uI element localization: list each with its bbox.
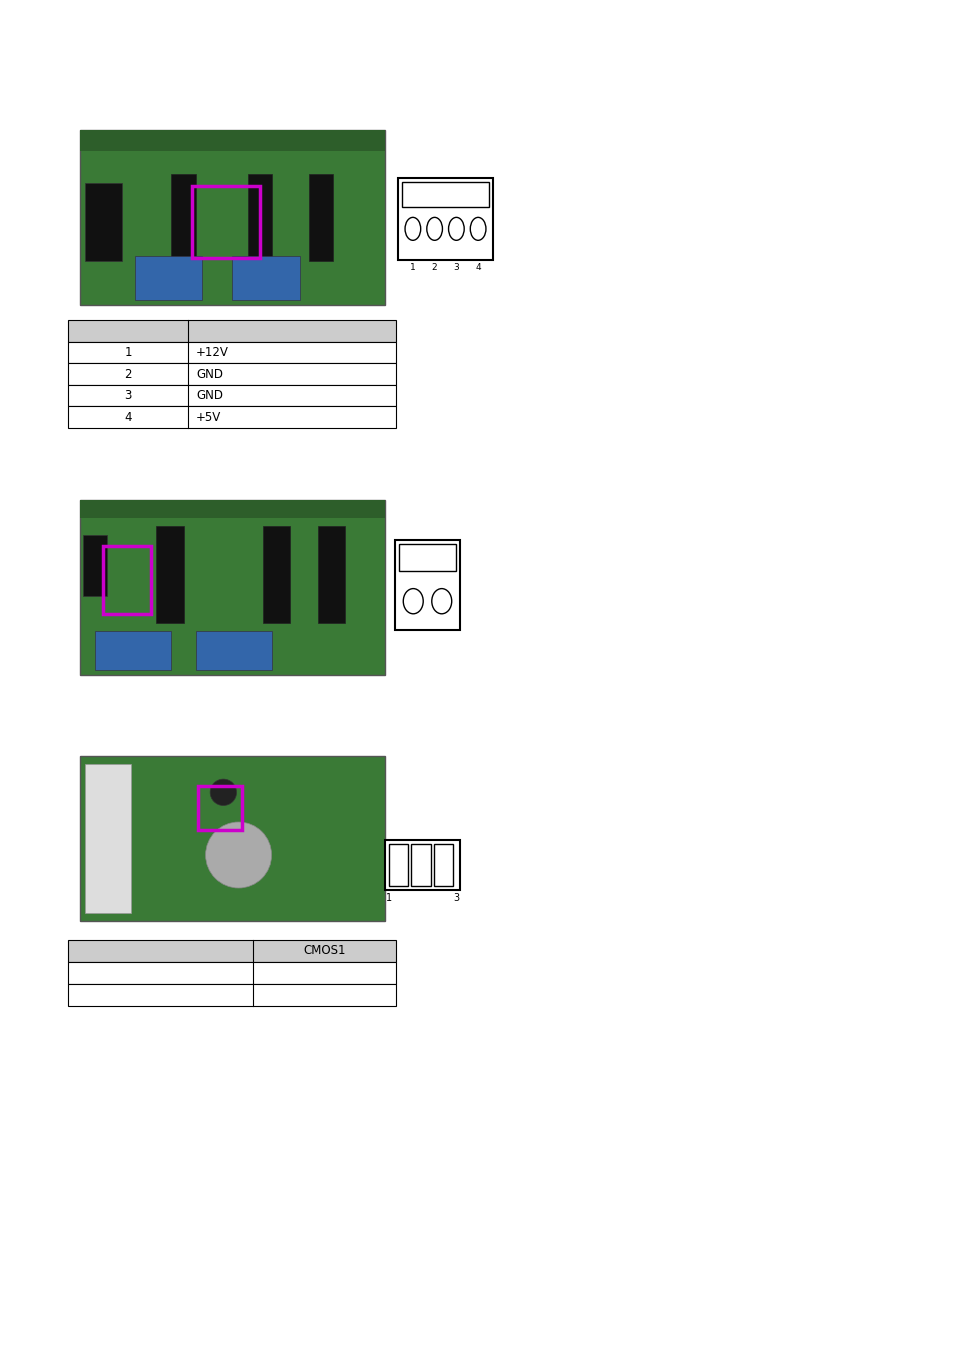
Bar xyxy=(263,526,290,622)
Circle shape xyxy=(206,822,272,888)
Text: +12V: +12V xyxy=(195,346,229,359)
Bar xyxy=(85,182,121,262)
Bar xyxy=(95,632,172,670)
Bar xyxy=(385,840,459,890)
Text: 1: 1 xyxy=(386,892,392,903)
Bar xyxy=(233,256,299,300)
Bar xyxy=(195,632,272,670)
Bar xyxy=(68,406,395,428)
Bar xyxy=(80,756,385,921)
Bar xyxy=(85,764,131,913)
Bar xyxy=(434,844,453,886)
Bar xyxy=(398,544,456,571)
Bar xyxy=(397,178,493,261)
Bar xyxy=(80,500,385,517)
Bar xyxy=(172,174,195,262)
Ellipse shape xyxy=(405,217,420,240)
Bar xyxy=(80,130,385,305)
Bar xyxy=(309,174,333,262)
Text: 3: 3 xyxy=(453,263,458,271)
Text: 2: 2 xyxy=(432,263,437,271)
Bar xyxy=(68,342,395,363)
Bar xyxy=(83,535,108,597)
Ellipse shape xyxy=(470,217,485,240)
Text: GND: GND xyxy=(195,367,223,381)
Ellipse shape xyxy=(426,217,442,240)
Bar xyxy=(68,963,395,984)
Text: 4: 4 xyxy=(475,263,480,271)
Text: 3: 3 xyxy=(124,389,132,402)
Bar xyxy=(68,385,395,406)
Bar xyxy=(389,844,408,886)
Text: +5V: +5V xyxy=(195,410,221,424)
Bar xyxy=(80,130,385,151)
Bar xyxy=(192,186,260,258)
Text: CMOS1: CMOS1 xyxy=(303,945,345,957)
Text: GND: GND xyxy=(195,389,223,402)
Bar xyxy=(68,940,395,963)
Bar xyxy=(68,363,395,385)
Bar xyxy=(317,526,345,622)
Bar xyxy=(198,786,242,830)
Ellipse shape xyxy=(448,217,464,240)
Bar xyxy=(401,182,489,207)
Bar xyxy=(156,526,184,622)
Bar xyxy=(68,320,395,342)
Ellipse shape xyxy=(403,589,423,614)
Ellipse shape xyxy=(432,589,452,614)
Bar xyxy=(411,844,430,886)
Circle shape xyxy=(210,779,236,806)
Bar xyxy=(395,540,459,630)
Bar xyxy=(68,984,395,1006)
Bar xyxy=(248,174,272,262)
Bar xyxy=(80,500,385,675)
Text: 2: 2 xyxy=(124,367,132,381)
Bar xyxy=(103,545,151,614)
Text: 4: 4 xyxy=(124,410,132,424)
Text: 1: 1 xyxy=(124,346,132,359)
Text: 1: 1 xyxy=(410,263,416,271)
Bar xyxy=(134,256,202,300)
Text: 3: 3 xyxy=(453,892,458,903)
